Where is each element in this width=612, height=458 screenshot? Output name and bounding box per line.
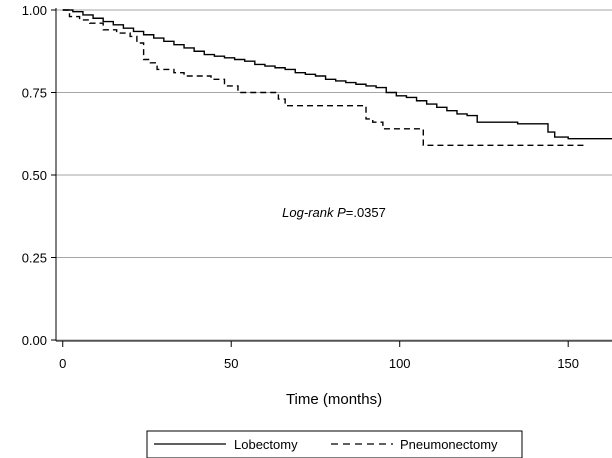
y-tick-label-4: 1.00 — [22, 3, 47, 18]
log-rank-annotation: Log-rank P=.0357 — [282, 205, 386, 220]
y-tick-label-3: 0.75 — [22, 86, 47, 101]
x-tick-label-0: 0 — [59, 356, 66, 371]
annotation-test-name: Log-rank — [282, 205, 337, 220]
y-tick-label-1: 0.25 — [22, 251, 47, 266]
annotation-p-label: P — [337, 205, 346, 220]
y-tick-label-0: 0.00 — [22, 333, 47, 348]
series-line-pneumonectomy — [62, 9, 586, 146]
x-tick-label-1: 50 — [224, 356, 238, 371]
legend-label-pneumonectomy: Pneumonectomy — [400, 437, 498, 452]
series-line-lobectomy — [62, 9, 612, 140]
x-tick-label-3: 150 — [557, 356, 579, 371]
y-axis-ticks: 0.00 0.25 0.50 0.75 1.00 — [22, 3, 56, 348]
x-tick-label-2: 100 — [389, 356, 411, 371]
gridlines — [56, 9, 612, 341]
annotation-p-value: =.0357 — [346, 205, 386, 220]
legend-label-lobectomy: Lobectomy — [234, 437, 298, 452]
series-lines — [62, 9, 612, 146]
x-axis-title: Time (months) — [286, 391, 382, 408]
y-tick-label-2: 0.50 — [22, 168, 47, 183]
legend: Lobectomy Pneumonectomy — [146, 430, 523, 458]
x-axis-ticks: 0 50 100 150 — [59, 341, 579, 371]
